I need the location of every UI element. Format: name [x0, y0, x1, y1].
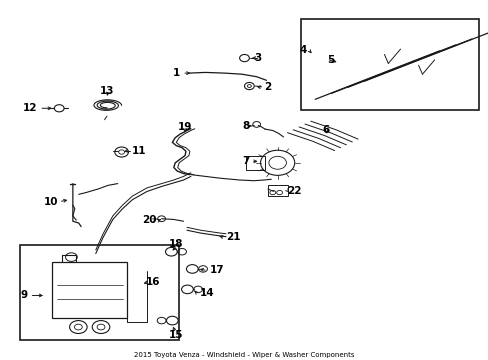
Text: 17: 17 [209, 265, 224, 275]
Text: 10: 10 [43, 197, 58, 207]
Bar [52, 262, 127, 318]
Text: 2015 Toyota Venza - Windshield - Wiper & Washer Components: 2015 Toyota Venza - Windshield - Wiper &… [134, 352, 354, 358]
Text: 2: 2 [264, 82, 271, 93]
Text: 8: 8 [242, 121, 249, 131]
Text: 16: 16 [146, 277, 160, 287]
Text: 15: 15 [169, 330, 183, 340]
Text: 22: 22 [287, 186, 301, 197]
Text: 3: 3 [254, 53, 261, 63]
Text: 20: 20 [142, 215, 157, 225]
Text: 12: 12 [23, 103, 37, 113]
Text: 21: 21 [225, 232, 240, 242]
Text: 19: 19 [178, 122, 192, 132]
Bar [267, 185, 288, 196]
Text: 18: 18 [169, 239, 183, 249]
Text: 11: 11 [131, 145, 145, 156]
Text: 13: 13 [100, 86, 114, 96]
Text: 1: 1 [173, 68, 180, 78]
Bar [300, 19, 478, 110]
Text: 7: 7 [242, 156, 249, 166]
Bar [20, 244, 178, 339]
Text: 4: 4 [299, 45, 306, 55]
Text: 14: 14 [199, 288, 214, 298]
Text: 6: 6 [322, 125, 329, 135]
Bar [245, 156, 265, 170]
Text: 9: 9 [20, 291, 27, 301]
Text: 5: 5 [327, 55, 334, 65]
